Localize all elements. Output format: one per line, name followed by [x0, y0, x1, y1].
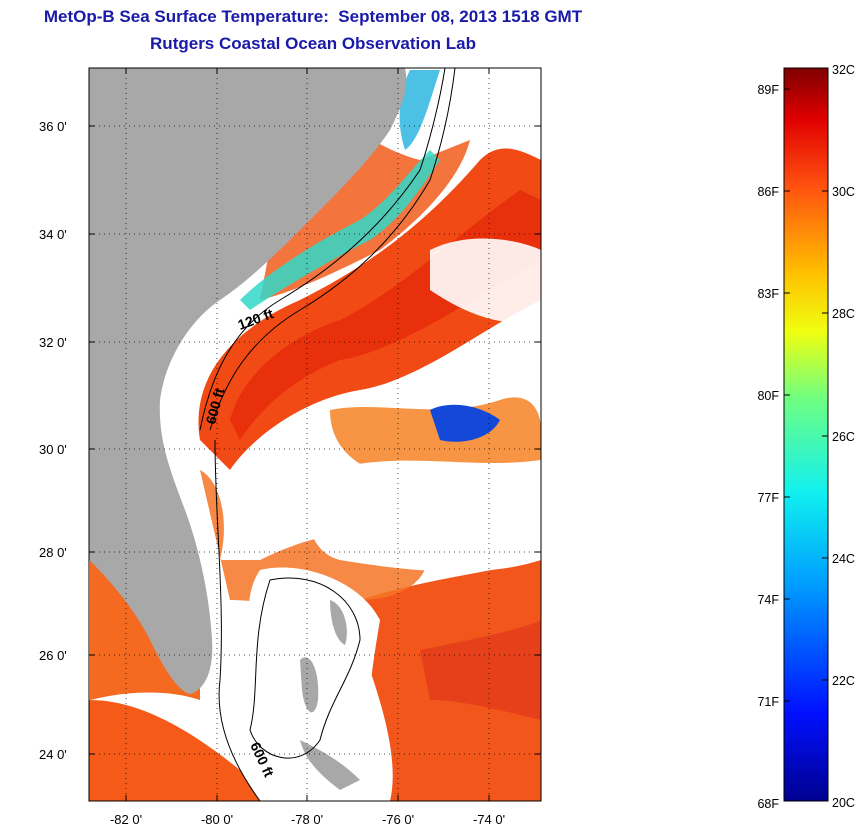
colorbar-label-22c: 22C [832, 674, 855, 688]
longitude-axis: -82 0' -80 0' -78 0' -76 0' -74 0' [110, 812, 505, 827]
colorbar-label-24c: 24C [832, 552, 855, 566]
colorbar: 89F 86F 83F 80F 77F 74F 71F 68F 32C 30C … [757, 63, 854, 811]
lon-label-80: -80 0' [201, 812, 233, 827]
lat-label-36: 36 0' [39, 119, 67, 134]
lon-label-76: -76 0' [382, 812, 414, 827]
lat-label-28: 28 0' [39, 545, 67, 560]
colorbar-label-83f: 83F [757, 287, 779, 301]
lat-label-32: 32 0' [39, 335, 67, 350]
latitude-axis: 36 0' 34 0' 32 0' 30 0' 28 0' 26 0' 24 0… [39, 68, 541, 801]
graticule [89, 68, 541, 801]
colorbar-gradient [783, 67, 829, 802]
map-subtitle: Rutgers Coastal Ocean Observation Lab [150, 34, 476, 53]
land-mass [89, 68, 407, 694]
colorbar-label-80f: 80F [757, 389, 779, 403]
colorbar-label-28c: 28C [832, 307, 855, 321]
colorbar-label-20c: 20C [832, 796, 855, 810]
lat-label-30: 30 0' [39, 442, 67, 457]
colorbar-label-26c: 26C [832, 430, 855, 444]
map-frame [88, 67, 542, 802]
lon-label-74: -74 0' [473, 812, 505, 827]
sst-field [89, 68, 541, 801]
lat-label-24: 24 0' [39, 747, 67, 762]
colorbar-label-32c: 32C [832, 63, 855, 77]
lon-label-82: -82 0' [110, 812, 142, 827]
colorbar-label-74f: 74F [757, 593, 779, 607]
colorbar-label-89f: 89F [757, 83, 779, 97]
lon-label-78: -78 0' [291, 812, 323, 827]
colorbar-label-77f: 77F [757, 491, 779, 505]
map-title: MetOp-B Sea Surface Temperature: Septemb… [43, 7, 583, 26]
colorbar-label-86f: 86F [757, 185, 779, 199]
lat-label-34: 34 0' [39, 227, 67, 242]
colorbar-label-68f: 68F [757, 797, 779, 811]
colorbar-label-71f: 71F [757, 695, 779, 709]
lat-label-26: 26 0' [39, 648, 67, 663]
colorbar-label-30c: 30C [832, 185, 855, 199]
